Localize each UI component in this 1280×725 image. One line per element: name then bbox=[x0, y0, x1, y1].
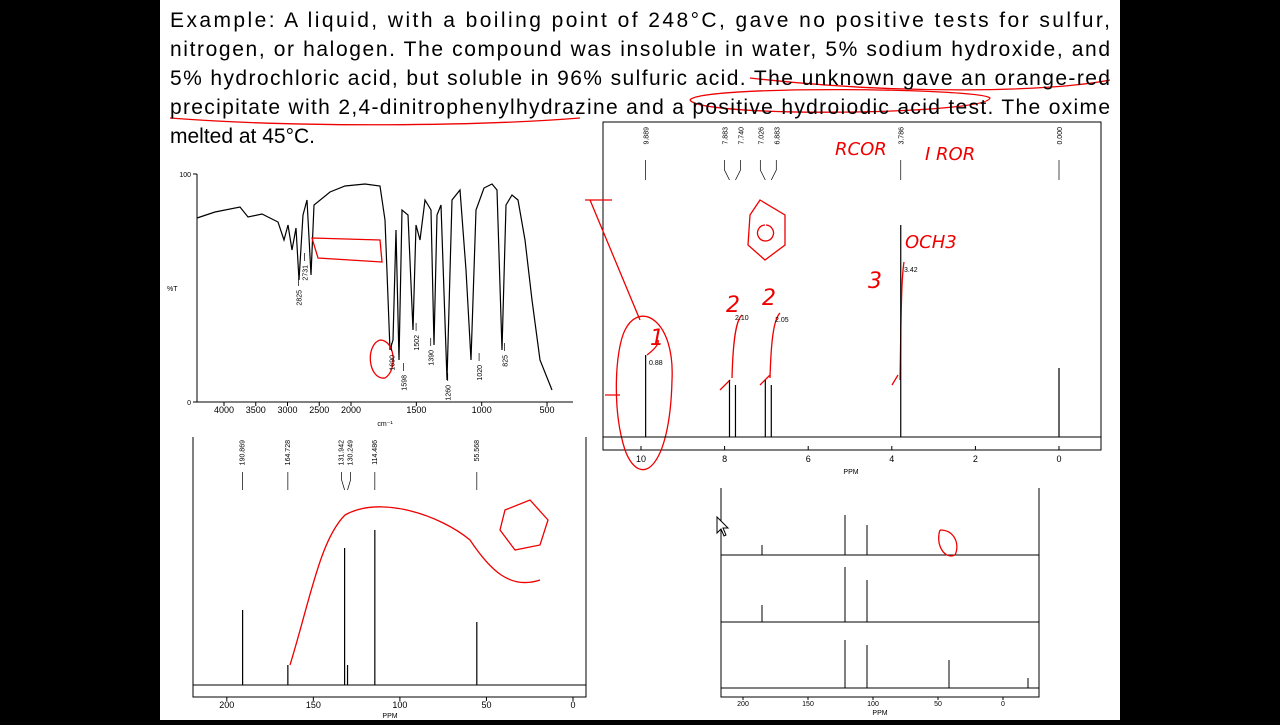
cnmr-peak-label: 131.942 bbox=[339, 440, 346, 465]
cnmr-peak-label: 130.249 bbox=[348, 440, 355, 465]
ir-y-label: %T bbox=[167, 286, 178, 293]
hnmr-integral-label: 2.10 bbox=[735, 315, 749, 322]
hnmr-integral-label: 0.88 bbox=[649, 360, 663, 367]
ir-peak-label: 825 bbox=[503, 355, 510, 367]
cnmr-peak-label: 164.728 bbox=[285, 440, 292, 465]
hnmr-peak-label: 7.740 bbox=[738, 127, 745, 145]
ir-x-tick-label: 2500 bbox=[309, 405, 329, 415]
ir-peak-label: 1690 bbox=[390, 355, 397, 371]
hnmr-peak-leader bbox=[770, 160, 777, 181]
hnmr-peak-label: 0.000 bbox=[1057, 127, 1064, 145]
hnmr-peak-label: 7.026 bbox=[758, 127, 765, 145]
hnmr-x-tick-label: 6 bbox=[806, 454, 811, 464]
annotation: RCOR bbox=[835, 139, 887, 160]
cnmr-x-label: PPM bbox=[382, 713, 397, 720]
hnmr-x-tick-label: 8 bbox=[722, 454, 727, 464]
hnmr-peak-leader bbox=[724, 160, 730, 181]
ir-x-label: cm⁻¹ bbox=[377, 421, 393, 428]
problem-text-line: melted at 45°C. bbox=[170, 125, 315, 148]
ir-peak-label: 1020 bbox=[477, 365, 484, 381]
hnmr-peak-label: 7.883 bbox=[722, 127, 729, 145]
dept-x-tick-label: 150 bbox=[802, 701, 814, 708]
ir-peak-label: 1598 bbox=[402, 375, 409, 391]
ir-peak-label: 1390 bbox=[429, 350, 436, 366]
hnmr-peak-leader bbox=[735, 160, 741, 181]
hnmr-x-tick-label: 10 bbox=[636, 454, 646, 464]
annotation: 2 bbox=[762, 286, 776, 311]
hnmr-x-tick-label: 4 bbox=[889, 454, 894, 464]
ir-x-tick-label: 500 bbox=[540, 405, 555, 415]
problem-text-line: Example: A liquid, with a boiling point … bbox=[170, 9, 1110, 32]
dept-x-tick-label: 200 bbox=[737, 701, 749, 708]
dept-frame bbox=[720, 488, 1040, 698]
cnmr-peak-leader bbox=[347, 472, 351, 491]
hnmr-x-tick-label: 0 bbox=[1056, 454, 1061, 464]
ir-x-tick-label: 4000 bbox=[214, 405, 234, 415]
slide-background bbox=[160, 0, 1120, 720]
cnmr-frame bbox=[192, 437, 587, 698]
dept-x-tick-label: 0 bbox=[1001, 701, 1005, 708]
dept-x-tick-label: 100 bbox=[867, 701, 879, 708]
hnmr-peak-label: 3.786 bbox=[899, 127, 906, 145]
ir-y-tick-label: 0 bbox=[187, 400, 191, 407]
ir-peak-label: 1502 bbox=[414, 335, 421, 351]
hnmr-peak-label: 9.889 bbox=[644, 127, 651, 145]
hnmr-frame bbox=[602, 121, 1102, 451]
annotation: I ROR bbox=[925, 144, 975, 165]
ir-y-tick-label: 100 bbox=[179, 172, 191, 179]
annotation: OCH3 bbox=[905, 232, 957, 253]
hnmr-peak-leader bbox=[759, 160, 766, 181]
annotation: 3 bbox=[868, 269, 882, 294]
problem-text-line: precipitate with 2,4-dinitrophenylhydraz… bbox=[170, 96, 1110, 119]
mouse-cursor bbox=[716, 515, 730, 537]
cnmr-peak-leader bbox=[341, 472, 345, 491]
hnmr-integral-label: 2.05 bbox=[775, 317, 789, 324]
cnmr-x-tick-label: 200 bbox=[219, 700, 234, 710]
annotation: 1 bbox=[650, 326, 664, 351]
cnmr-x-tick-label: 50 bbox=[481, 700, 491, 710]
handwritten-marks bbox=[169, 77, 1111, 666]
hnmr-integral-label: 3.42 bbox=[904, 267, 918, 274]
ir-x-tick-label: 3500 bbox=[246, 405, 266, 415]
ir-x-tick-label: 3000 bbox=[277, 405, 297, 415]
ir-spectrum bbox=[196, 183, 553, 391]
dept-spectra bbox=[721, 515, 1039, 689]
problem-text-line: nitrogen, or halogen. The compound was i… bbox=[170, 38, 1110, 61]
dept-x-label: PPM bbox=[872, 710, 887, 717]
problem-text-line: 5% hydrochloric acid, but soluble in 96%… bbox=[170, 67, 1110, 90]
annotation: 2 bbox=[726, 293, 740, 318]
ir-x-tick-label: 1000 bbox=[472, 405, 492, 415]
hnmr-x-label: PPM bbox=[843, 469, 858, 476]
ir-peak-label: 2825 bbox=[297, 290, 304, 306]
ir-peak-label: 2731 bbox=[303, 265, 310, 281]
ir-x-tick-label: 1500 bbox=[406, 405, 426, 415]
cnmr-x-tick-label: 0 bbox=[570, 700, 575, 710]
cnmr-peak-label: 55.568 bbox=[474, 440, 481, 462]
dept-x-tick-label: 50 bbox=[934, 701, 942, 708]
cnmr-peak-label: 190.869 bbox=[240, 440, 247, 465]
cnmr-x-tick-label: 150 bbox=[306, 700, 321, 710]
cnmr-x-tick-label: 100 bbox=[392, 700, 407, 710]
cnmr-peak-label: 114.486 bbox=[372, 440, 379, 465]
hnmr-x-tick-label: 2 bbox=[973, 454, 978, 464]
hnmr-peak-label: 6.883 bbox=[774, 127, 781, 145]
ir-x-tick-label: 2000 bbox=[341, 405, 361, 415]
ir-peak-label: 1260 bbox=[446, 385, 453, 401]
